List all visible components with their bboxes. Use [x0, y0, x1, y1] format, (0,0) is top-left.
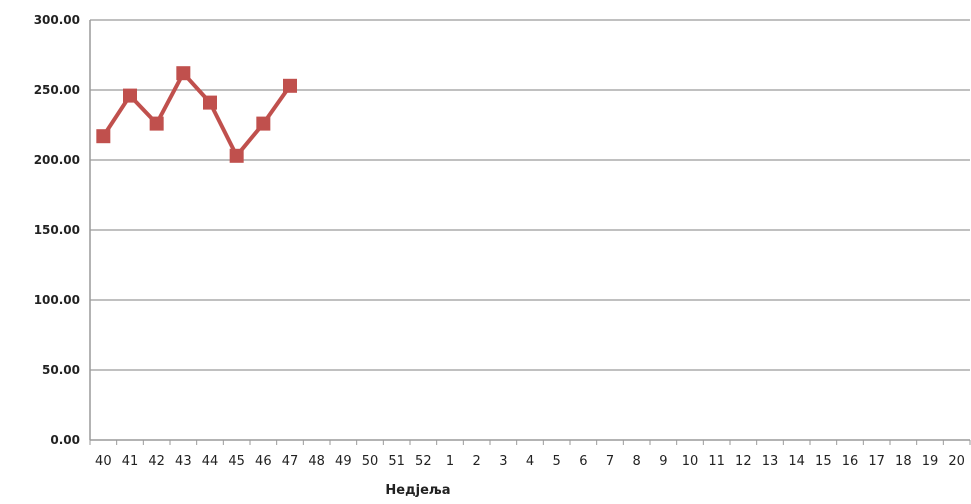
data-point-marker — [123, 88, 137, 103]
x-tick-label: 50 — [362, 454, 379, 469]
x-tick-label: 11 — [708, 454, 725, 469]
x-tick-label: 52 — [415, 454, 432, 469]
x-tick-label: 3 — [499, 454, 507, 469]
x-tick-label: 40 — [95, 454, 112, 469]
x-tick-label: 43 — [175, 454, 192, 469]
x-tick-label: 1 — [446, 454, 454, 469]
x-tick-label: 9 — [659, 454, 667, 469]
x-tick-label: 2 — [473, 454, 481, 469]
data-point-marker — [203, 95, 217, 110]
x-tick-label: 49 — [335, 454, 352, 469]
data-point-marker — [176, 66, 191, 81]
x-axis-label: Недјеља — [385, 483, 450, 498]
series-line — [101, 71, 292, 158]
data-point-marker — [229, 148, 244, 163]
x-tick-label: 47 — [282, 454, 299, 469]
x-tick-label: 4 — [526, 454, 534, 469]
x-tick-label: 51 — [388, 454, 405, 469]
x-tick-label: 46 — [255, 454, 272, 469]
y-tick-labels: 0.00 50.00 100.00 150.00 200.00 250.00 300.00 — [34, 13, 80, 447]
x-tick-label: 15 — [815, 454, 832, 469]
x-tick-label: 41 — [122, 454, 139, 469]
x-tick-label: 5 — [553, 454, 561, 469]
x-tick-label: 10 — [682, 454, 699, 469]
data-point-marker — [149, 116, 164, 131]
y-tick-label: 0.00 — [50, 433, 80, 447]
data-point-marker — [256, 116, 271, 131]
data-point-marker — [96, 129, 111, 144]
x-tick-label: 7 — [606, 454, 614, 469]
y-tick-label: 300.00 — [34, 13, 80, 27]
y-tick-label: 50.00 — [42, 363, 80, 377]
y-tick-label: 100.00 — [34, 293, 80, 307]
series-layer — [96, 66, 297, 163]
x-tick-label: 44 — [202, 454, 219, 469]
y-tick-label: 150.00 — [34, 223, 80, 237]
y-tick-label: 250.00 — [34, 83, 80, 97]
x-tick-labels: 40 41 42 43 44 45 46 47 48 49 50 51 52 1 2 3 4 5 6 7 8 9 10 11 1… — [89, 440, 971, 469]
y-tick-label: 200.00 — [34, 153, 80, 167]
x-tick-label: 45 — [228, 454, 245, 469]
data-point-marker — [283, 78, 297, 93]
x-tick-label: 48 — [308, 454, 325, 469]
x-tick-label: 20 — [948, 454, 965, 469]
x-tick-label: 12 — [735, 454, 752, 469]
axes — [89, 20, 970, 441]
x-tick-label: 18 — [895, 454, 912, 469]
x-tick-label: 19 — [922, 454, 939, 469]
x-tick-label: 42 — [148, 454, 165, 469]
x-tick-label: 14 — [788, 454, 805, 469]
x-tick-label: 16 — [842, 454, 859, 469]
x-tick-label: 6 — [579, 454, 587, 469]
gridlines — [90, 19, 970, 371]
x-tick-label: 13 — [762, 454, 779, 469]
x-tick-label: 17 — [868, 454, 885, 469]
x-tick-label: 8 — [633, 454, 641, 469]
